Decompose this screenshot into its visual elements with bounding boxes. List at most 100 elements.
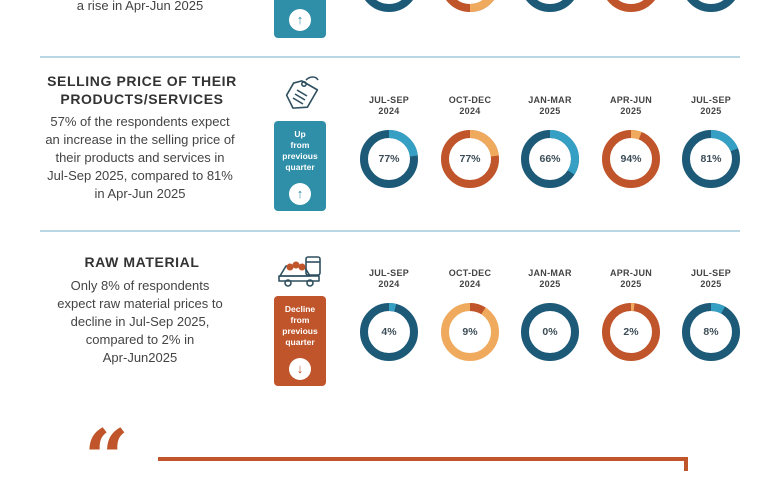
period-label-line2: 2024 — [378, 279, 400, 289]
donut-chart: 8% — [682, 303, 740, 361]
donut-value-label: 4% — [381, 326, 397, 338]
top-badge: ↑ — [274, 0, 326, 38]
period-label-line1: JAN-MAR — [528, 268, 572, 278]
selling-price-body-line: Jul-Sep 2025, compared to 81% — [47, 168, 233, 183]
period-label-line1: OCT-DEC — [448, 268, 492, 278]
period-label: JAN-MAR 2025 — [510, 268, 590, 290]
raw-material-badge: Decline from previous quarter ↓ — [274, 296, 326, 386]
donut-chart: 2% — [602, 303, 660, 361]
donut-segment — [602, 303, 660, 361]
up-arrow-icon: ↑ — [289, 9, 311, 31]
selling-price-body-line: their products and services in — [55, 150, 225, 165]
period-label-line1: JUL-SEP — [368, 95, 410, 105]
donut-segment — [360, 130, 418, 188]
quote-border-corner — [684, 457, 688, 471]
period-label-line2: 2025 — [700, 106, 722, 116]
quote-mark-icon: “ — [84, 413, 129, 504]
period-label: OCT-DEC 2024 — [430, 268, 510, 290]
period-label-line2: 2025 — [539, 279, 561, 289]
section-divider-1 — [40, 56, 740, 58]
donut-segment — [360, 303, 418, 361]
badge-line: quarter — [285, 337, 315, 347]
donut-value-label: 66% — [539, 153, 561, 165]
badge-line: Decline — [284, 304, 316, 314]
period-label-line2: 2025 — [620, 106, 642, 116]
badge-line: Up — [294, 129, 306, 139]
selling-price-body-line: an increase in the selling price of — [45, 132, 235, 147]
donut-segment — [441, 130, 499, 188]
donut-chart: 94% — [602, 130, 660, 188]
raw-material-body: Only 8% of respondents expect raw materi… — [25, 277, 255, 367]
donut-value-label: 2% — [623, 326, 639, 338]
quote-border-line — [158, 457, 688, 461]
donut-value-label: 0% — [542, 326, 558, 338]
period-label-line2: 2025 — [700, 279, 722, 289]
badge-line: previous — [282, 326, 318, 336]
period-label-line2: 2024 — [459, 106, 481, 116]
donut-svg — [521, 303, 579, 361]
donut-segment — [441, 303, 499, 361]
period-label-line1: JUL-SEP — [368, 268, 410, 278]
period-label-line1: OCT-DEC — [448, 95, 492, 105]
section-divider-2 — [40, 230, 740, 232]
down-arrow-icon: ↓ — [289, 358, 311, 380]
period-label-line1: JAN-MAR — [528, 95, 572, 105]
period-label: APR-JUN 2025 — [591, 95, 671, 117]
donut-svg — [360, 130, 418, 188]
donut-segment — [682, 130, 740, 188]
period-label: JAN-MAR 2025 — [510, 95, 590, 117]
donut-svg — [682, 303, 740, 361]
period-label: JUL-SEP 2024 — [349, 95, 429, 117]
raw-material-body-line: compared to 2% in — [85, 332, 195, 347]
donut-svg — [602, 130, 660, 188]
period-label: OCT-DEC 2024 — [430, 95, 510, 117]
period-label-line2: 2024 — [378, 106, 400, 116]
period-label-line2: 2025 — [539, 106, 561, 116]
donut-segment — [521, 130, 579, 188]
donut-value-label: 77% — [378, 153, 400, 165]
donut-value-label: 77% — [459, 153, 481, 165]
donut-segment — [682, 303, 740, 361]
donut-base-ring — [521, 303, 579, 361]
top-section-body-tail: a rise in Apr-Jun 2025 — [76, 0, 204, 13]
top-partial-donuts — [0, 0, 780, 20]
donut-chart: 81% — [682, 130, 740, 188]
selling-price-title-line2: PRODUCTS/SERVICES — [60, 91, 224, 107]
donut-value-label: 81% — [700, 153, 722, 165]
period-label-line2: 2025 — [620, 279, 642, 289]
raw-material-title-line1: RAW MATERIAL — [84, 254, 200, 270]
period-label: APR-JUN 2025 — [591, 268, 671, 290]
selling-price-body: 57% of the respondents expect an increas… — [25, 113, 255, 203]
raw-material-title: RAW MATERIAL — [32, 253, 252, 271]
period-label: JUL-SEP 2024 — [349, 268, 429, 290]
badge-line: from — [290, 140, 310, 150]
donut-value-label: 94% — [620, 153, 642, 165]
selling-price-body-line: in Apr-Jun 2025 — [94, 186, 186, 201]
donut-svg — [441, 303, 499, 361]
period-label-line1: JUL-SEP — [690, 95, 732, 105]
period-label: JUL-SEP 2025 — [671, 268, 751, 290]
period-label-line1: APR-JUN — [609, 95, 653, 105]
raw-material-body-line: Only 8% of respondents — [70, 278, 210, 293]
donut-value-label: 9% — [462, 326, 478, 338]
donut-chart: 66% — [521, 130, 579, 188]
period-label-line2: 2024 — [459, 279, 481, 289]
donut-chart: 9% — [441, 303, 499, 361]
donut-chart: 77% — [360, 130, 418, 188]
up-arrow-icon: ↑ — [289, 183, 311, 205]
period-label-line1: JUL-SEP — [690, 268, 732, 278]
raw-material-body-line: Apr-Jun2025 — [102, 350, 178, 365]
selling-price-body-line: 57% of the respondents expect — [50, 114, 230, 129]
donut-svg — [521, 130, 579, 188]
top-partial-donut-svg — [365, 0, 735, 12]
donut-svg — [602, 303, 660, 361]
selling-price-badge: Up from previous quarter ↑ — [274, 121, 326, 211]
donut-svg — [360, 303, 418, 361]
truck-materials-icon — [276, 254, 326, 288]
donut-svg — [682, 130, 740, 188]
period-label: JUL-SEP 2025 — [671, 95, 751, 117]
donut-chart: 77% — [441, 130, 499, 188]
raw-material-body-line: expect raw material prices to — [57, 296, 223, 311]
donut-svg — [441, 130, 499, 188]
badge-line: previous — [282, 151, 318, 161]
